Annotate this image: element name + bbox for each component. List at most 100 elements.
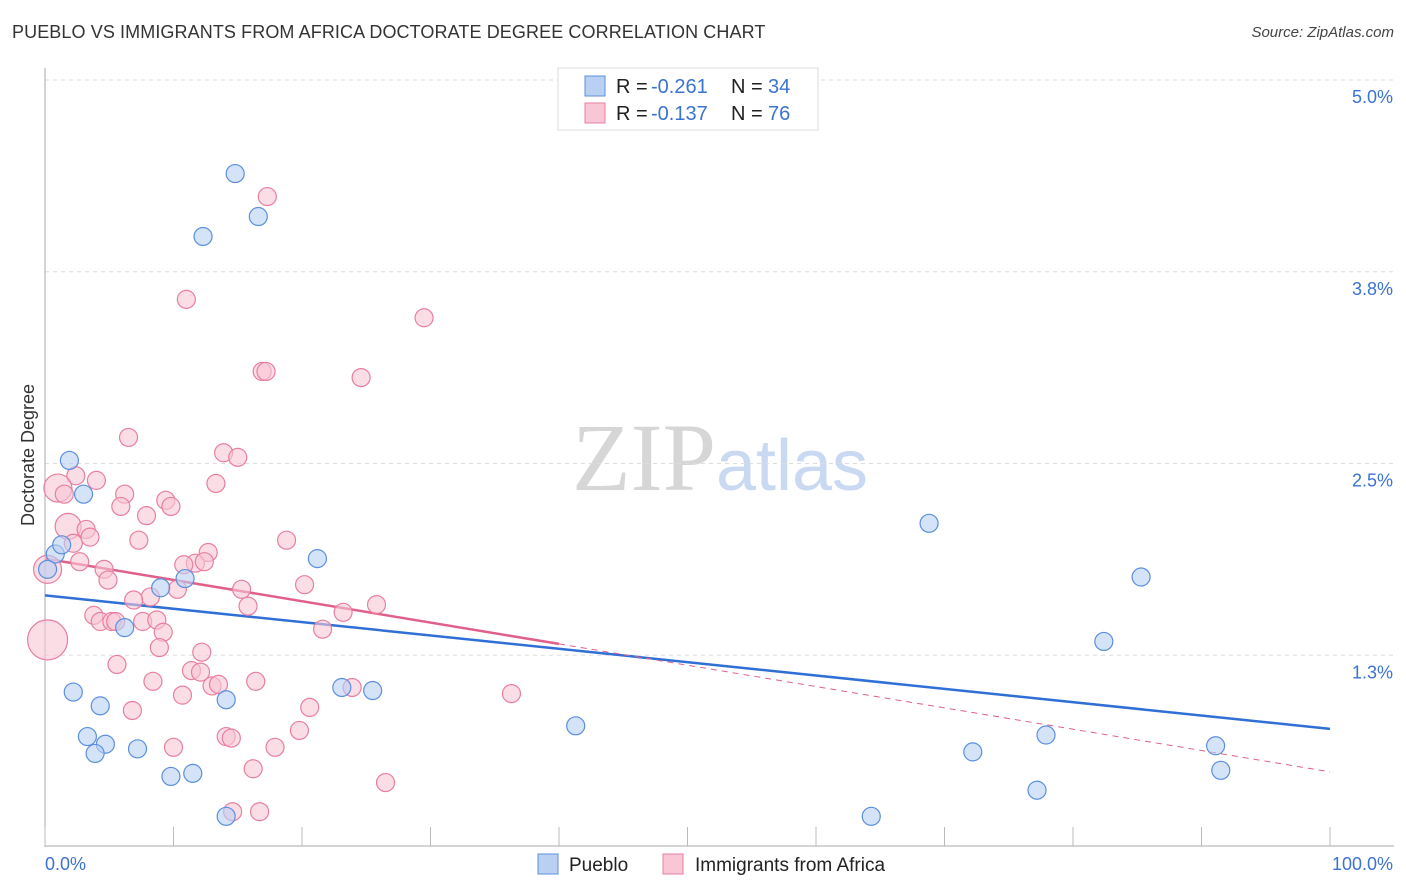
point-africa [257, 186, 277, 207]
trendline-pueblo [44, 594, 1331, 731]
point-pueblo [161, 766, 181, 787]
point-pueblo [919, 513, 939, 533]
trendline-africa [44, 557, 560, 646]
legend-n-value-africa: 76 [768, 103, 790, 125]
point-africa [107, 654, 127, 675]
point-africa [143, 671, 163, 691]
point-pueblo [52, 535, 72, 555]
watermark: ZIPatlas [572, 404, 868, 511]
chart-title: PUEBLO VS IMMIGRANTS FROM AFRICA DOCTORA… [12, 22, 766, 42]
point-pueblo [1131, 567, 1151, 587]
point-africa [176, 289, 196, 309]
point-africa [190, 662, 211, 682]
y-tick-label: 1.3% [1352, 662, 1393, 682]
legend-r-label: R = [616, 103, 648, 125]
point-pueblo [77, 726, 98, 747]
point-africa [98, 570, 118, 590]
point-africa [149, 637, 169, 658]
x-tick-label: 100.0% [1332, 854, 1393, 874]
point-africa [256, 361, 276, 382]
point-africa [208, 674, 229, 694]
bottom-legend-swatch-pueblo [537, 853, 559, 875]
point-africa [312, 619, 333, 639]
point-pueblo [73, 484, 94, 504]
point-pueblo [225, 163, 245, 184]
point-africa [54, 484, 74, 504]
point-pueblo [363, 680, 383, 701]
point-africa [122, 700, 142, 721]
point-pueblo [183, 763, 203, 783]
point-africa [243, 759, 263, 779]
point-pueblo [115, 618, 135, 638]
point-pueblo [37, 559, 58, 579]
point-africa [221, 728, 241, 748]
bottom-legend-swatch-africa [662, 853, 684, 875]
point-africa [161, 496, 181, 517]
point-africa [238, 596, 258, 616]
point-africa [172, 685, 193, 705]
point-africa [366, 595, 387, 615]
legend-r-value-pueblo: -0.261 [651, 76, 708, 98]
bottom-legend-pueblo: Pueblo [569, 855, 628, 876]
x-tick-label: 0.0% [45, 854, 86, 874]
point-africa [232, 579, 252, 599]
legend-r-value-africa: -0.137 [651, 103, 708, 125]
legend-n-label: N = [731, 103, 763, 125]
legend-r-label: R = [616, 76, 648, 98]
point-pueblo [63, 682, 83, 702]
bottom-legend: Pueblo Immigrants from Africa [537, 853, 885, 876]
point-africa [129, 530, 149, 550]
point-africa [300, 697, 320, 718]
y-tick-label: 3.8% [1352, 279, 1393, 299]
point-africa [70, 552, 90, 572]
point-pueblo [193, 226, 213, 247]
legend-n-label: N = [731, 76, 763, 98]
point-africa [86, 470, 107, 490]
point-africa [163, 737, 184, 757]
point-africa [246, 671, 266, 691]
point-africa [333, 602, 353, 622]
point-pueblo [248, 206, 268, 227]
point-africa [192, 642, 212, 662]
point-africa [194, 552, 214, 572]
point-pueblo [85, 743, 105, 764]
point-africa [136, 506, 157, 526]
trendline-africa-extrapolated [558, 643, 1331, 773]
legend-swatch-pueblo [584, 75, 606, 97]
point-pueblo [90, 696, 110, 716]
point-pueblo [216, 806, 236, 826]
y-axis-label: Doctorate Degree [18, 384, 38, 526]
point-africa [414, 308, 434, 328]
point-pueblo [307, 549, 328, 569]
point-africa [111, 496, 131, 517]
point-pueblo [1211, 760, 1231, 780]
point-africa [26, 619, 69, 661]
point-africa [294, 575, 315, 595]
legend-n-value-pueblo: 34 [768, 76, 790, 98]
point-africa [80, 527, 100, 547]
point-pueblo [332, 677, 352, 698]
point-pueblo [151, 578, 171, 598]
chart-source: Source: ZipAtlas.com [1251, 24, 1394, 41]
point-africa [206, 473, 226, 494]
point-africa [228, 447, 248, 467]
point-africa [289, 720, 310, 741]
point-pueblo [59, 450, 80, 471]
point-pueblo [175, 568, 195, 589]
point-pueblo [1094, 631, 1114, 652]
point-africa [265, 737, 285, 757]
point-africa [249, 802, 270, 822]
point-africa [118, 427, 139, 448]
bottom-legend-africa: Immigrants from Africa [695, 855, 885, 876]
point-pueblo [861, 806, 881, 826]
point-pueblo [1027, 780, 1047, 800]
point-pueblo [566, 716, 586, 736]
point-africa [124, 590, 144, 610]
y-tick-label: 5.0% [1352, 87, 1393, 107]
point-africa [276, 530, 297, 550]
legend: R = -0.261 N = 34 R = -0.137 N = 76 [557, 67, 819, 131]
legend-swatch-africa [584, 102, 606, 124]
point-pueblo [1206, 736, 1226, 756]
point-pueblo [1036, 725, 1056, 745]
